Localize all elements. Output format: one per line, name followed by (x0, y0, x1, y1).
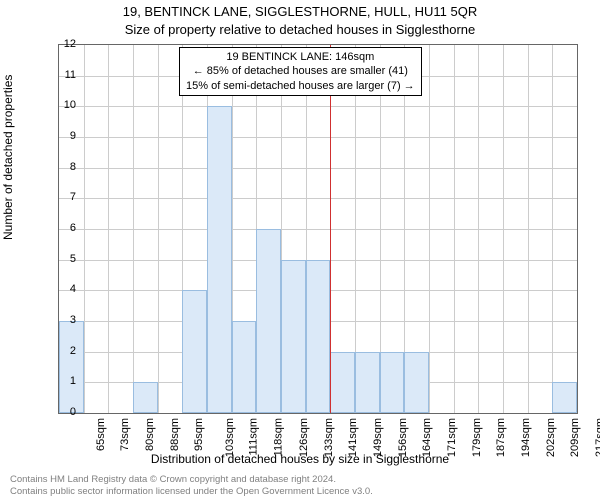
gridline-h (59, 106, 577, 107)
gridline-v (454, 45, 455, 413)
histogram-bar (552, 382, 577, 413)
footer-line2: Contains public sector information licen… (10, 486, 373, 498)
footer-line1: Contains HM Land Registry data © Crown c… (10, 474, 373, 486)
histogram-bar (355, 352, 380, 413)
y-tick-label: 4 (46, 283, 76, 295)
y-tick-label: 1 (46, 375, 76, 387)
histogram-bar (404, 352, 429, 413)
x-tick-label: 95sqm (193, 418, 205, 451)
x-axis-label: Distribution of detached houses by size … (0, 452, 600, 466)
histogram-bar (232, 321, 257, 413)
gridline-h (59, 168, 577, 169)
x-tick-label: 80sqm (144, 418, 156, 451)
y-tick-label: 6 (46, 222, 76, 234)
y-tick-label: 8 (46, 161, 76, 173)
x-tick-label: 65sqm (95, 418, 107, 451)
info-box-line2: ← 85% of detached houses are smaller (41… (186, 64, 415, 78)
histogram-bar (306, 260, 331, 413)
histogram-bar (182, 290, 207, 413)
y-tick-label: 5 (46, 253, 76, 265)
histogram-bar (380, 352, 405, 413)
gridline-v (108, 45, 109, 413)
gridline-h (59, 229, 577, 230)
y-tick-label: 11 (46, 69, 76, 81)
plot-area: 19 BENTINCK LANE: 146sqm← 85% of detache… (58, 44, 578, 414)
gridline-v (133, 45, 134, 413)
y-tick-label: 2 (46, 345, 76, 357)
gridline-v (478, 45, 479, 413)
y-tick-label: 10 (46, 99, 76, 111)
reference-line (330, 45, 331, 413)
chart-title-line2: Size of property relative to detached ho… (0, 22, 600, 37)
histogram-bar (207, 106, 232, 413)
y-tick-label: 0 (46, 406, 76, 418)
chart-title-line1: 19, BENTINCK LANE, SIGGLESTHORNE, HULL, … (0, 4, 600, 19)
gridline-v (552, 45, 553, 413)
gridline-h (59, 198, 577, 199)
footer-attribution: Contains HM Land Registry data © Crown c… (10, 474, 373, 498)
x-tick-label: 118sqm (273, 418, 285, 456)
histogram-bar (256, 229, 281, 413)
info-box-line1: 19 BENTINCK LANE: 146sqm (186, 50, 415, 64)
chart-container: 19, BENTINCK LANE, SIGGLESTHORNE, HULL, … (0, 0, 600, 500)
x-tick-label: 111sqm (247, 418, 259, 456)
info-box: 19 BENTINCK LANE: 146sqm← 85% of detache… (179, 47, 422, 96)
y-tick-label: 9 (46, 130, 76, 142)
gridline-v (84, 45, 85, 413)
y-tick-label: 3 (46, 314, 76, 326)
info-box-line3: 15% of semi-detached houses are larger (… (186, 79, 415, 93)
y-axis-label: Number of detached properties (1, 75, 15, 240)
histogram-bar (59, 321, 84, 413)
x-tick-label: 73sqm (119, 418, 131, 451)
gridline-v (528, 45, 529, 413)
histogram-bar (330, 352, 355, 413)
gridline-v (158, 45, 159, 413)
histogram-bar (133, 382, 158, 413)
gridline-h (59, 137, 577, 138)
y-tick-label: 7 (46, 191, 76, 203)
y-tick-label: 12 (46, 38, 76, 50)
x-tick-label: 88sqm (169, 418, 181, 451)
gridline-v (429, 45, 430, 413)
gridline-v (503, 45, 504, 413)
histogram-bar (281, 260, 306, 413)
